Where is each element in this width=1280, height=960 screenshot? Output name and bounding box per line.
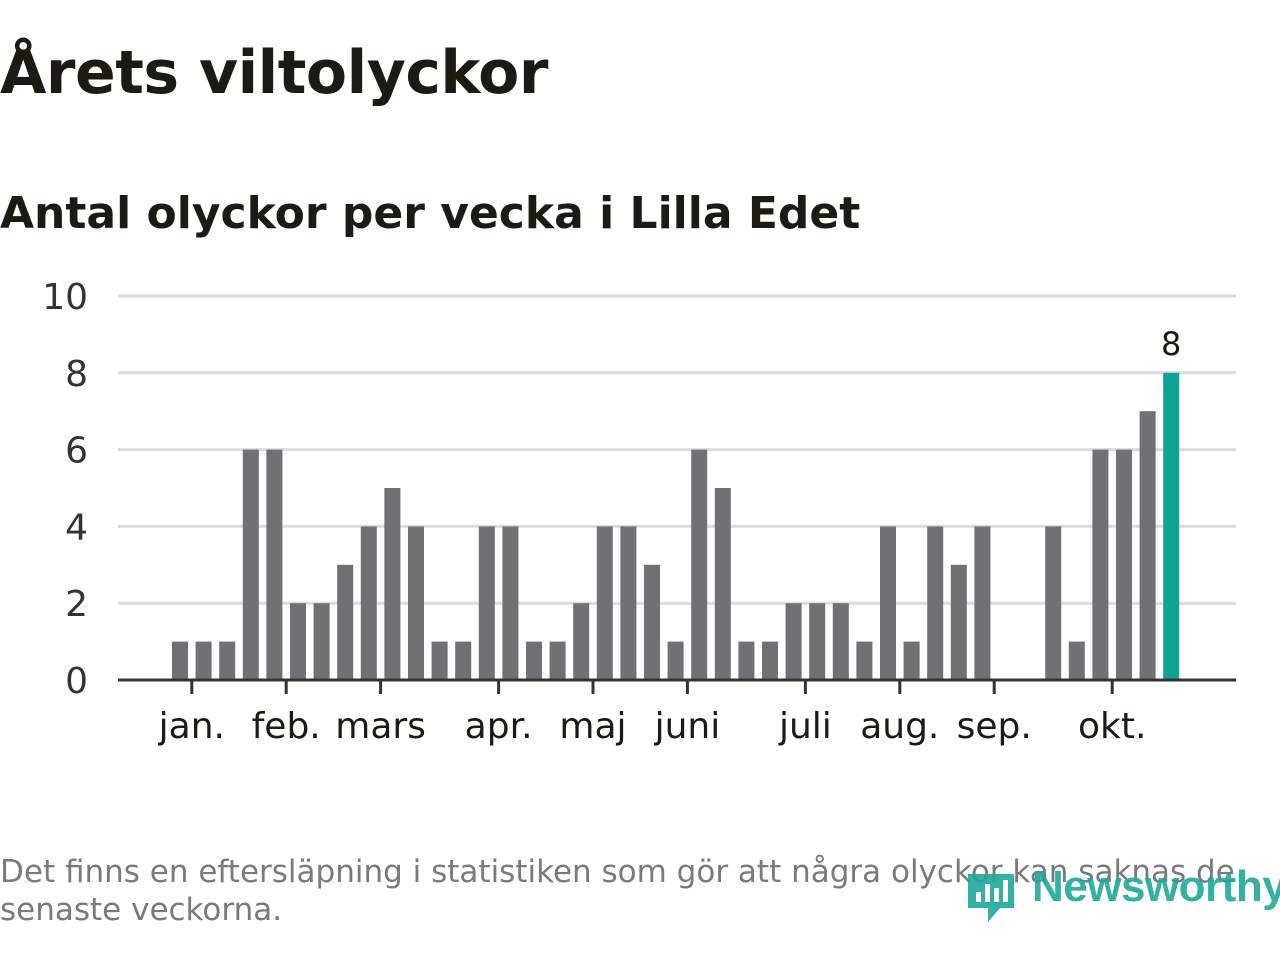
bar bbox=[667, 641, 684, 680]
bar bbox=[172, 641, 188, 680]
x-axis bbox=[118, 678, 1236, 694]
bar bbox=[856, 641, 873, 680]
bar bbox=[762, 641, 778, 680]
bar bbox=[290, 603, 306, 680]
bar bbox=[1092, 449, 1109, 680]
x-tick-label: sep. bbox=[957, 706, 1032, 747]
bar bbox=[360, 526, 377, 680]
bar bbox=[266, 449, 283, 680]
bar-highlight bbox=[1163, 372, 1180, 680]
bar bbox=[903, 641, 920, 680]
bar bbox=[950, 564, 967, 680]
y-axis-labels: 0 2 4 6 8 10 bbox=[42, 277, 88, 702]
bar bbox=[1045, 526, 1062, 680]
x-axis-labels: jan. feb. mars apr. maj juni juli aug. sep. okt. bbox=[158, 706, 1147, 747]
bar bbox=[1068, 641, 1085, 680]
bar bbox=[408, 526, 424, 680]
x-tick-label: apr. bbox=[465, 706, 533, 747]
x-tick-label: okt. bbox=[1078, 706, 1146, 747]
x-tick-label: feb. bbox=[252, 706, 321, 747]
bar bbox=[478, 526, 495, 680]
bar bbox=[620, 526, 637, 680]
bars bbox=[172, 372, 1180, 680]
bar bbox=[384, 488, 401, 680]
chart-subtitle: Antal olyckor per vecka i Lilla Edet bbox=[0, 188, 861, 239]
bar bbox=[714, 488, 731, 680]
bar bbox=[195, 641, 212, 680]
bar bbox=[785, 603, 802, 680]
x-tick-label: juni bbox=[654, 706, 721, 747]
y-tick-label: 4 bbox=[65, 507, 88, 548]
bar bbox=[431, 641, 448, 680]
bar bbox=[502, 526, 519, 680]
newsworthy-logo-icon bbox=[968, 874, 1014, 922]
gridlines bbox=[118, 294, 1236, 605]
x-tick-label: jan. bbox=[158, 706, 225, 747]
bar bbox=[691, 449, 708, 680]
bar bbox=[927, 526, 944, 680]
bar bbox=[313, 603, 330, 680]
bar bbox=[644, 564, 660, 680]
bar bbox=[832, 603, 849, 680]
data-labels: 8 bbox=[1161, 325, 1181, 363]
newsworthy-logo-text: Newsworthy bbox=[1032, 862, 1280, 911]
y-tick-label: 2 bbox=[65, 584, 88, 625]
bar-chart: 0 2 4 6 8 10 jan. feb. mars apr. maj juni juli aug. s… bbox=[42, 277, 1236, 747]
y-tick-label: 6 bbox=[65, 431, 88, 472]
bar bbox=[738, 641, 755, 680]
bar bbox=[219, 641, 236, 680]
x-tick-label: mars bbox=[335, 706, 426, 747]
bar bbox=[242, 449, 259, 680]
y-tick-label: 8 bbox=[65, 354, 88, 395]
bar bbox=[455, 641, 472, 680]
bar bbox=[1116, 449, 1132, 680]
bar bbox=[1139, 411, 1156, 680]
bar bbox=[337, 564, 354, 680]
bar bbox=[974, 526, 991, 680]
bar bbox=[596, 526, 613, 680]
x-tick-label: maj bbox=[559, 706, 626, 747]
newsworthy-logo: Newsworthy bbox=[962, 862, 1280, 930]
x-tick-label: aug. bbox=[860, 706, 939, 747]
bar bbox=[549, 641, 566, 680]
footnote: Det finns en eftersläpning i statistiken… bbox=[0, 854, 1235, 928]
x-tick-label: juli bbox=[778, 706, 832, 747]
bar bbox=[809, 603, 826, 680]
chart-title: Årets viltolyckor bbox=[0, 38, 549, 108]
bar bbox=[526, 641, 542, 680]
bar bbox=[573, 603, 590, 680]
y-tick-label: 10 bbox=[42, 277, 88, 318]
y-tick-label: 0 bbox=[65, 661, 88, 702]
data-label: 8 bbox=[1161, 325, 1181, 363]
bar bbox=[880, 526, 896, 680]
